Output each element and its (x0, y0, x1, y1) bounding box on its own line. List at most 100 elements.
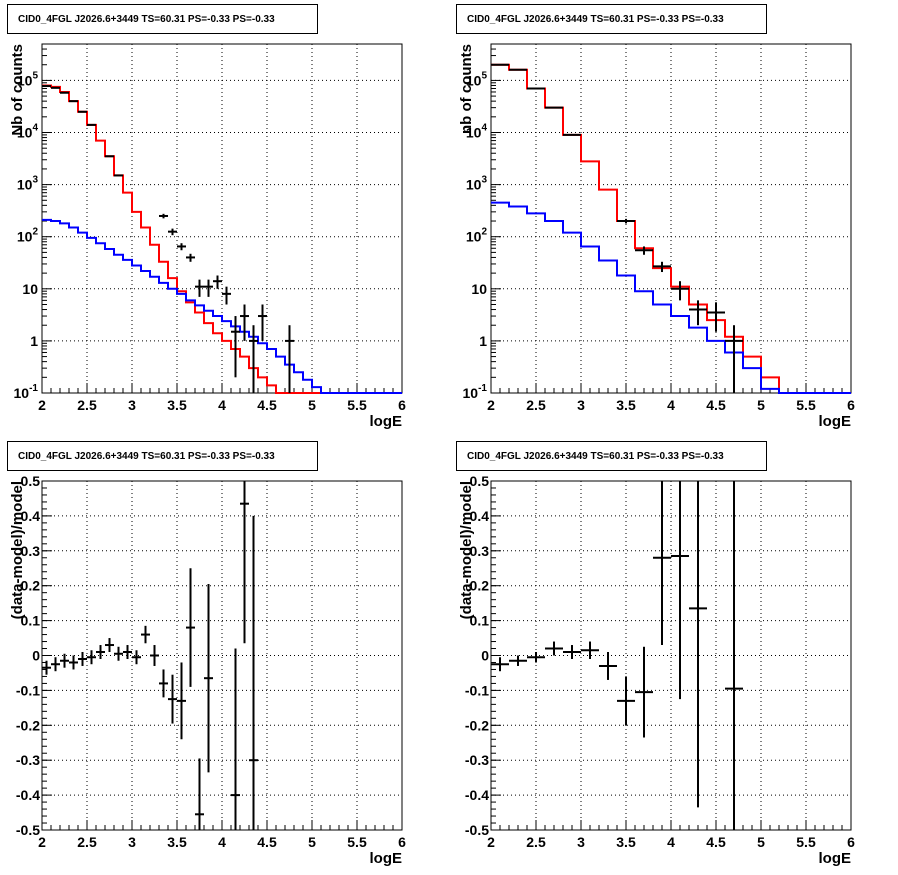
data-point (653, 481, 671, 646)
data-point (87, 650, 96, 665)
data-point (177, 243, 186, 251)
y-tick-label: 10-1 (14, 383, 39, 401)
y-axis-title: Nb of counts (9, 44, 26, 136)
data-point (509, 655, 527, 666)
pad-residual-right: 2 2.5 3 3.5 4 4.5 5 5.5 6 -0.5 -0.4 -0.3 -0.2 -0.1 0 0.… (449, 437, 898, 875)
y-tick-label: 0 (32, 648, 40, 664)
data-point (689, 481, 707, 808)
data-point (635, 646, 653, 738)
y-tick-label: 0.3 (21, 543, 41, 559)
x-tick-label: 4.5 (257, 397, 277, 413)
y-tick-label: -0.4 (16, 787, 40, 803)
data-point (545, 641, 563, 656)
x-tick-label: 2 (487, 397, 495, 413)
data-point (204, 583, 213, 773)
x-tick-label: 5 (757, 397, 765, 413)
y-tick-label: -0.1 (16, 682, 40, 698)
data-point (51, 657, 60, 672)
x-tick-label: 5.5 (347, 834, 367, 850)
y-tick-label: -0.5 (16, 822, 40, 838)
y-tick-label: 0.4 (470, 508, 490, 524)
x-tick-label: 5.5 (796, 834, 816, 850)
data-point (69, 655, 78, 670)
data-point (491, 657, 509, 672)
data-point (617, 676, 635, 726)
y-tick-label: -0.4 (465, 787, 489, 803)
y-tick-label: 10 (22, 281, 38, 297)
data-point (213, 275, 222, 289)
y-axis-title: nb of counts (458, 44, 475, 134)
y-tick-label: -0.2 (465, 717, 489, 733)
data-point (231, 648, 240, 830)
y-tick-label: 0.5 (21, 473, 41, 489)
x-tick-label: 5.5 (796, 397, 816, 413)
x-tick-label: 5 (757, 834, 765, 850)
x-tick-label: 2.5 (526, 397, 546, 413)
data-point (599, 652, 617, 680)
x-tick-label: 4.5 (706, 834, 726, 850)
data-point (42, 660, 51, 675)
x-axis-title: logE (819, 850, 852, 867)
x-tick-label: 3.5 (616, 834, 636, 850)
x-tick-label: 4 (218, 834, 226, 850)
y-tick-label: 0.1 (21, 613, 41, 629)
chart-residual-left: 2 2.5 3 3.5 4 4.5 5 5.5 6 -0.5 -0.4 -0.3 -0.2 -0.1 0 0.… (9, 473, 406, 867)
data-point (150, 645, 159, 666)
x-tick-label: 2.5 (77, 834, 97, 850)
data-point (653, 261, 671, 273)
pad-counts-left: 2 2.5 3 3.5 4 4.5 5 5.5 6 10-1 1 10 102 103 104 105 logE… (0, 0, 449, 437)
y-tick-label: 0.2 (470, 578, 490, 594)
y-tick-label: 105 (17, 70, 39, 88)
x-tick-label: 3 (577, 834, 585, 850)
x-tick-label: 5 (308, 834, 316, 850)
y-tick-label: -0.3 (16, 752, 40, 768)
x-tick-label: 6 (398, 834, 406, 850)
y-tick-label: -0.1 (465, 682, 489, 698)
x-tick-label: 5 (308, 397, 316, 413)
data-point (123, 645, 132, 659)
data-point (240, 481, 249, 644)
x-axis-title: logE (370, 850, 403, 867)
y-tick-label: -0.3 (465, 752, 489, 768)
y-tick-label: 0 (481, 648, 489, 664)
data-point (141, 625, 150, 644)
x-tick-label: 6 (847, 834, 855, 850)
data-point (689, 300, 707, 326)
data-point (168, 674, 177, 724)
y-axis-title: (data-model)/model (9, 481, 26, 619)
chart-title: CID0_4FGL J2026.6+3449 TS=60.31 PS=-0.33… (456, 441, 767, 471)
x-tick-label: 4 (218, 397, 226, 413)
y-tick-label: 0.5 (470, 473, 490, 489)
data-point (168, 228, 177, 236)
y-tick-label: 1 (30, 333, 38, 349)
y-tick-label: 10-1 (463, 383, 488, 401)
data-point (96, 645, 105, 659)
y-tick-label: 0.2 (21, 578, 41, 594)
data-point (527, 652, 545, 663)
pad-counts-right: 2 2.5 3 3.5 4 4.5 5 5.5 6 10-1 1 10 102 103 104 105 logE… (449, 0, 898, 437)
y-tick-label: 10 (471, 281, 487, 297)
x-tick-label: 2 (38, 397, 46, 413)
histogram-series-line (42, 218, 402, 394)
histogram-series-line (491, 201, 851, 394)
x-tick-label: 3.5 (167, 834, 187, 850)
data-point (635, 246, 653, 255)
x-tick-label: 3 (128, 397, 136, 413)
x-tick-label: 5.5 (347, 397, 367, 413)
chart-title: CID0_4FGL J2026.6+3449 TS=60.31 PS=-0.33… (456, 4, 767, 34)
x-axis-title: logE (819, 413, 852, 430)
x-tick-label: 4.5 (257, 834, 277, 850)
y-tick-label: 0.4 (21, 508, 41, 524)
x-tick-label: 6 (398, 397, 406, 413)
data-point (132, 650, 141, 665)
y-tick-label: 104 (466, 123, 488, 141)
data-point (159, 669, 168, 698)
x-tick-label: 4.5 (706, 397, 726, 413)
data-point (204, 279, 213, 297)
data-point (581, 641, 599, 659)
data-point (671, 481, 689, 700)
y-tick-label: 103 (17, 175, 39, 193)
data-point (60, 653, 69, 668)
data-point (222, 286, 231, 305)
data-point (78, 652, 87, 666)
